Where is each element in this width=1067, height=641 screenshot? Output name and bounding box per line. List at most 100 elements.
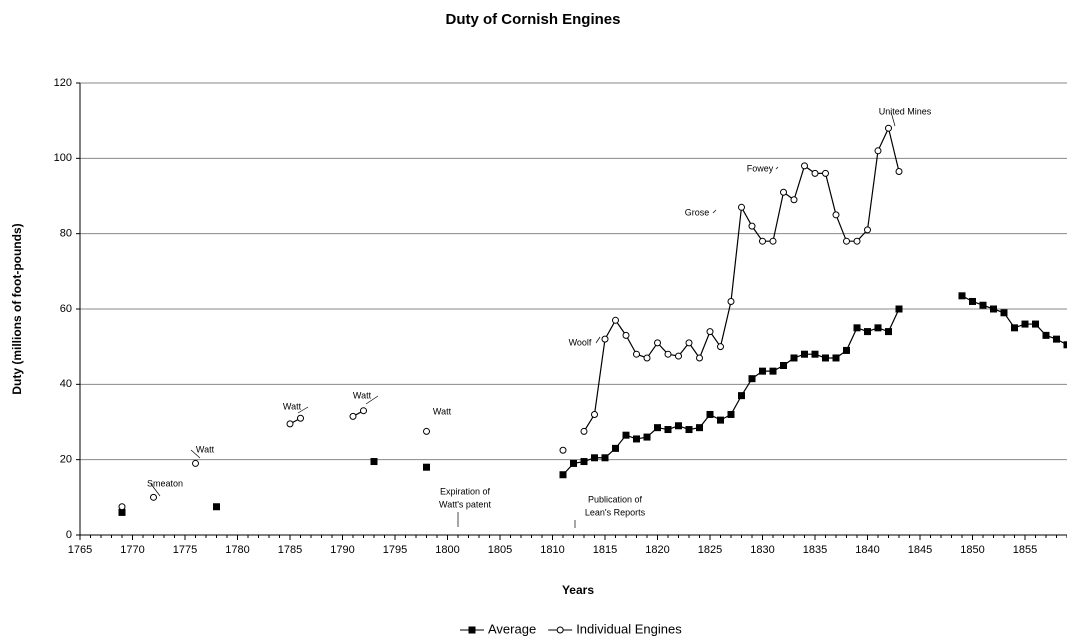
annotation: Fowey — [747, 163, 774, 173]
annotation-leader — [365, 395, 379, 405]
point — [853, 324, 861, 332]
y-tick-label: 0 — [66, 529, 72, 541]
x-tick-label: 1805 — [488, 544, 512, 556]
y-tick-label: 100 — [54, 152, 72, 164]
point — [654, 424, 661, 432]
point — [801, 350, 808, 358]
point — [832, 211, 840, 219]
annotation-leader — [775, 166, 779, 170]
point — [874, 324, 882, 332]
point — [717, 343, 724, 351]
point — [685, 426, 693, 434]
point — [118, 508, 126, 516]
point — [559, 471, 567, 479]
point — [622, 431, 630, 439]
x-tick-label: 1840 — [855, 544, 879, 556]
point — [811, 350, 819, 358]
point — [990, 305, 997, 313]
point — [822, 354, 829, 362]
point — [423, 427, 430, 435]
legend-label: Individual Engines — [576, 621, 682, 636]
point — [769, 237, 777, 245]
point — [286, 420, 294, 428]
chart-title: Duty of Cornish Engines — [445, 11, 620, 28]
x-tick-label: 1850 — [960, 544, 984, 556]
point — [685, 339, 693, 347]
x-tick-label: 1825 — [698, 544, 722, 556]
x-axis-label: Years — [562, 583, 594, 597]
x-tick-label: 1775 — [173, 544, 197, 556]
series-line — [562, 295, 1067, 476]
x-tick-label: 1780 — [225, 544, 249, 556]
point — [664, 350, 672, 358]
x-tick-label: 1815 — [593, 544, 617, 556]
point — [864, 226, 871, 234]
point — [1011, 324, 1018, 332]
point — [696, 354, 703, 362]
point — [958, 292, 966, 300]
legend-marker — [468, 626, 476, 634]
point — [769, 367, 777, 375]
point — [192, 459, 199, 467]
x-tick-label: 1820 — [645, 544, 669, 556]
annotation: Grose — [685, 207, 710, 217]
x-tick-label: 1830 — [750, 544, 774, 556]
point — [664, 426, 672, 434]
point — [895, 305, 903, 313]
point — [118, 503, 126, 511]
x-tick-label: 1795 — [383, 544, 407, 556]
x-tick-label: 1835 — [803, 544, 827, 556]
y-tick-label: 120 — [54, 77, 72, 89]
point — [591, 454, 598, 462]
x-tick-label: 1855 — [1013, 544, 1037, 556]
point — [843, 237, 850, 245]
annotation-leader — [595, 336, 601, 344]
point — [706, 328, 714, 336]
point — [612, 444, 619, 452]
point — [759, 237, 766, 245]
point — [748, 222, 756, 230]
point — [675, 352, 682, 360]
annotation: Woolf — [569, 337, 592, 347]
annotation-leader — [712, 209, 717, 214]
y-tick-label: 60 — [60, 303, 72, 315]
point — [570, 459, 577, 467]
point — [780, 362, 787, 369]
series-line — [289, 126, 900, 432]
annotation: Watt's patent — [439, 499, 491, 509]
point — [370, 458, 378, 466]
annotation: Publication of — [588, 494, 643, 504]
legend-label: Average — [488, 621, 536, 636]
point — [748, 375, 756, 383]
point — [675, 422, 682, 430]
point — [297, 414, 304, 422]
annotation: Watt — [433, 406, 452, 416]
point — [150, 493, 157, 501]
point — [843, 346, 850, 354]
y-axis-label: Duty (millions of foot-pounds) — [10, 223, 24, 394]
point — [633, 435, 640, 443]
point — [727, 297, 735, 305]
point — [1042, 331, 1050, 339]
point — [790, 354, 798, 362]
annotation-leader — [190, 449, 201, 459]
point — [874, 147, 882, 155]
point — [790, 196, 798, 204]
point — [580, 458, 588, 466]
point — [780, 188, 787, 196]
point — [885, 124, 892, 132]
point — [864, 328, 871, 336]
point — [643, 433, 651, 441]
point — [853, 237, 861, 245]
annotation: Lean's Reports — [585, 507, 646, 517]
point — [801, 162, 808, 170]
point — [559, 446, 567, 454]
y-tick-label: 20 — [60, 454, 72, 466]
point — [633, 350, 640, 358]
point — [360, 407, 367, 415]
annotation-leader — [890, 111, 896, 127]
point — [706, 410, 714, 418]
point — [580, 427, 588, 435]
annotation-leader — [150, 483, 161, 497]
